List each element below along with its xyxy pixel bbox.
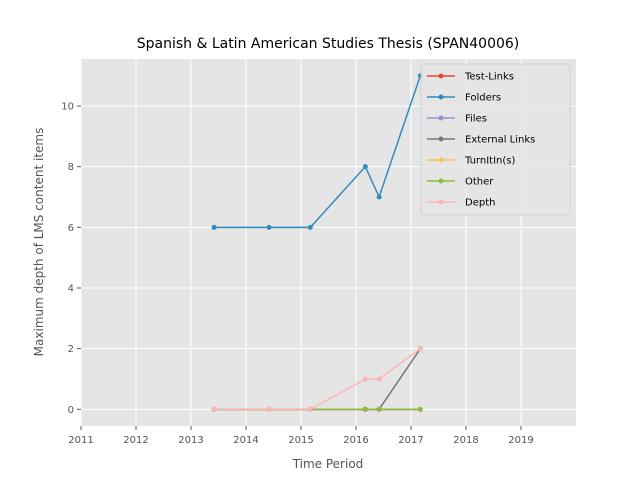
series-line-folders: [214, 75, 422, 229]
legend-entry: Files: [427, 114, 487, 125]
y-tick-label: 8: [68, 162, 74, 173]
y-tick-label: 2: [68, 344, 74, 355]
legend: Test-Links Folders Files External Links Turn…: [420, 63, 571, 216]
legend-marker-swatch: [438, 178, 444, 184]
legend-box: [420, 63, 571, 216]
y-tick-label: 4: [68, 283, 74, 294]
x-tick-label: 2014: [233, 435, 258, 446]
series-layer: [211, 73, 423, 412]
x-tick-label: 2015: [288, 435, 313, 446]
data-point-depth: [417, 346, 423, 352]
y-tick-label: 0: [68, 405, 74, 416]
data-point-depth: [211, 406, 217, 412]
data-point-folders: [376, 194, 382, 200]
legend-entry: Test-Links: [427, 72, 514, 83]
data-point-folders: [211, 224, 217, 230]
legend-marker-swatch: [438, 136, 444, 142]
legend-entry: External Links: [427, 135, 535, 146]
data-point-depth: [376, 376, 382, 382]
data-point-depth: [266, 406, 272, 412]
data-point-other: [376, 406, 382, 412]
y-tick-label: 6: [68, 223, 74, 234]
legend-entry: Depth: [427, 198, 495, 209]
legend-label: External Links: [465, 135, 535, 146]
series-folders: [211, 73, 423, 230]
data-point-folders: [307, 224, 313, 230]
y-axis-label: Maximum depth of LMS content items: [32, 128, 46, 357]
x-tick-label: 2018: [453, 435, 478, 446]
x-tick-label: 2012: [123, 435, 148, 446]
y-axis-ticks: 0 2 4 6 8 10: [61, 102, 81, 416]
x-tick-label: 2019: [508, 435, 533, 446]
legend-label: Other: [465, 177, 494, 188]
grid-lines: [80, 59, 576, 426]
data-point-depth: [307, 406, 313, 412]
x-tick-label: 2011: [68, 435, 93, 446]
legend-entry: Folders: [427, 93, 501, 104]
x-axis-ticks: 2011 2012 2013 2014 2015 2016 2017 2018 2019: [68, 426, 534, 446]
data-point-folders: [362, 164, 368, 170]
legend-label: Folders: [465, 93, 501, 104]
chart-title: Spanish & Latin American Studies Thesis …: [137, 36, 520, 52]
data-point-other: [362, 406, 368, 412]
series-line-depth: [214, 348, 421, 411]
data-point-depth: [362, 376, 368, 382]
legend-marker-swatch: [438, 199, 444, 205]
series-depth: [211, 346, 423, 412]
x-tick-label: 2013: [178, 435, 203, 446]
data-point-other: [417, 406, 423, 412]
x-tick-label: 2017: [398, 435, 423, 446]
legend-entry: Other: [427, 177, 494, 188]
legend-marker-swatch: [438, 94, 444, 100]
legend-marker-swatch: [438, 157, 444, 163]
legend-label: Files: [465, 114, 487, 125]
data-point-folders: [266, 224, 272, 230]
legend-label: Test-Links: [464, 72, 514, 83]
x-axis-label: Time Period: [292, 457, 364, 471]
legend-marker-swatch: [438, 115, 444, 121]
x-tick-label: 2016: [343, 435, 368, 446]
y-tick-label: 10: [61, 102, 74, 113]
legend-marker-swatch: [438, 73, 444, 79]
legend-label: TurnItIn(s): [464, 156, 515, 167]
legend-entry: TurnItIn(s): [427, 156, 515, 167]
legend-label: Depth: [465, 198, 495, 209]
